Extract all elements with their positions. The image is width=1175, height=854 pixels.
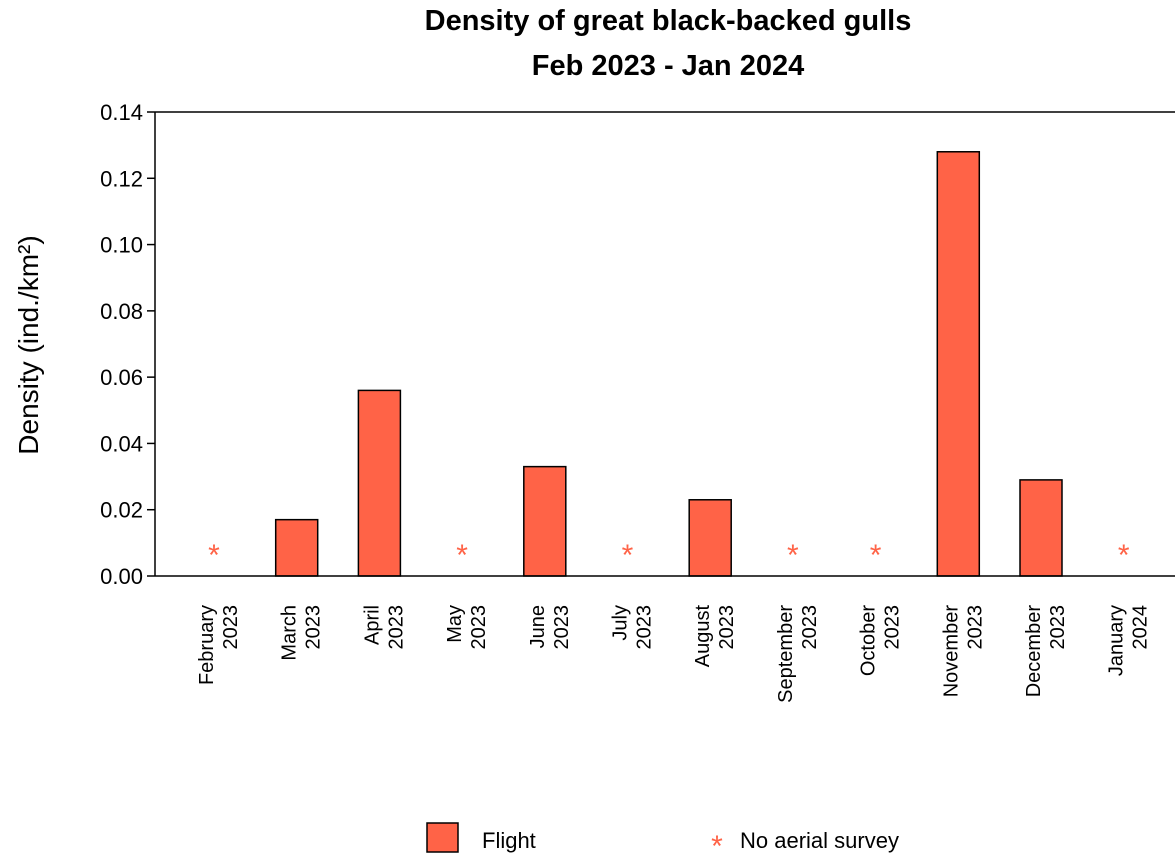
x-tick-month-september: September <box>775 605 797 703</box>
y-tick-label: 0.08 <box>100 299 143 324</box>
x-tick-year-may: 2023 <box>468 605 490 650</box>
bar-march <box>274 518 319 577</box>
y-tick-label: 0.02 <box>100 498 143 523</box>
x-tick-month-february: February <box>196 605 218 685</box>
no-survey-markers-group: * * * * * * <box>208 539 1130 572</box>
x-tick-month-october: October <box>858 605 880 676</box>
legend-flight-swatch <box>426 822 459 853</box>
x-tick-year-august: 2023 <box>716 605 738 650</box>
bar-november <box>936 151 981 577</box>
x-tick-month-january: January <box>1106 605 1128 676</box>
no-survey-marker-february: * <box>208 539 220 572</box>
chart-title: Density of great black-backed gulls <box>425 5 912 37</box>
bar-june <box>523 465 567 577</box>
x-tick-month-march: March <box>279 605 301 661</box>
bars-group <box>274 151 1063 577</box>
legend: Flight * No aerial survey <box>426 822 899 854</box>
x-tick-year-march: 2023 <box>303 605 325 650</box>
bar-august <box>688 499 732 577</box>
x-tick-year-november: 2023 <box>964 605 986 650</box>
y-tick-label: 0.14 <box>100 100 143 125</box>
axes-group: 0.00 0.02 0.04 0.06 0.08 0.10 0.12 0.14 February… <box>100 100 1175 703</box>
x-tick-year-april: 2023 <box>385 605 407 650</box>
y-tick-label: 0.12 <box>100 166 143 191</box>
chart-subtitle: Feb 2023 - Jan 2024 <box>532 50 804 82</box>
x-tick-month-april: April <box>361 605 383 645</box>
x-tick-month-july: July <box>610 605 632 641</box>
no-survey-marker-may: * <box>456 539 468 572</box>
x-tick-year-september: 2023 <box>799 605 821 650</box>
legend-asterisk-icon: * <box>711 830 723 854</box>
x-tick-year-october: 2023 <box>882 605 904 650</box>
x-tick-year-july: 2023 <box>634 605 656 650</box>
no-survey-marker-october: * <box>870 539 882 572</box>
x-tick-year-february: 2023 <box>220 605 242 650</box>
y-axis-label: Density (ind./km²) <box>13 235 44 454</box>
x-tick-month-august: August <box>692 605 714 668</box>
x-tick-month-december: December <box>1023 605 1045 698</box>
legend-no-survey-label: No aerial survey <box>740 828 899 853</box>
y-tick-label: 0.00 <box>100 564 143 589</box>
x-tick-year-june: 2023 <box>551 605 573 650</box>
x-tick-month-june: June <box>527 605 549 648</box>
x-tick-year-january: 2024 <box>1130 605 1152 650</box>
no-survey-marker-july: * <box>622 539 634 572</box>
x-tick-year-december: 2023 <box>1047 605 1069 650</box>
legend-flight-label: Flight <box>482 828 536 853</box>
y-tick-label: 0.06 <box>100 365 143 390</box>
bar-april <box>357 389 402 577</box>
bar-december <box>1019 479 1063 577</box>
y-tick-label: 0.04 <box>100 431 143 456</box>
no-survey-marker-september: * <box>787 539 799 572</box>
no-survey-marker-january: * <box>1118 539 1130 572</box>
y-tick-label: 0.10 <box>100 233 143 258</box>
x-tick-month-may: May <box>444 605 466 643</box>
x-tick-month-november: November <box>940 605 962 698</box>
